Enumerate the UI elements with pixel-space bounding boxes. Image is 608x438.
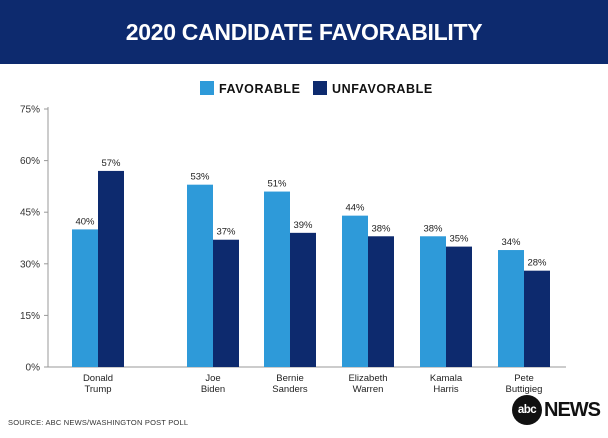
bar-unfavorable bbox=[524, 270, 550, 367]
data-label-unfavorable: 39% bbox=[293, 220, 313, 231]
data-label-favorable: 34% bbox=[501, 237, 521, 248]
chart-bars bbox=[72, 170, 550, 367]
source-note: SOURCE: ABC NEWS/WASHINGTON POST POLL bbox=[8, 418, 189, 427]
y-tick-label: 75% bbox=[20, 105, 40, 116]
data-label-favorable: 51% bbox=[267, 179, 287, 190]
x-category-label: Buttigieg bbox=[506, 384, 543, 395]
bar-unfavorable bbox=[446, 246, 472, 367]
legend-label-unfavorable: UNFAVORABLE bbox=[332, 82, 433, 96]
bar-unfavorable bbox=[368, 236, 394, 367]
y-tick-label: 45% bbox=[20, 208, 40, 219]
legend-label-favorable: FAVORABLE bbox=[219, 82, 301, 96]
bar-favorable bbox=[420, 236, 446, 367]
y-tick-label: 15% bbox=[20, 311, 40, 322]
bar-unfavorable bbox=[290, 232, 316, 367]
bar-unfavorable bbox=[213, 239, 239, 367]
bar-favorable bbox=[498, 250, 524, 367]
x-category-label: Donald bbox=[83, 373, 113, 384]
x-category-label: Biden bbox=[201, 384, 225, 395]
bar-favorable bbox=[264, 191, 290, 367]
bar-favorable bbox=[187, 184, 213, 367]
y-tick-label: 0% bbox=[26, 363, 41, 374]
y-tick-label: 30% bbox=[20, 259, 40, 270]
news-logo-text: NEWS bbox=[544, 398, 601, 421]
legend-swatch-unfavorable bbox=[313, 81, 327, 95]
x-category-label: Elizabeth bbox=[348, 373, 387, 384]
chart-legend: FAVORABLE UNFAVORABLE bbox=[200, 81, 433, 96]
data-label-unfavorable: 37% bbox=[216, 227, 236, 238]
data-label-unfavorable: 57% bbox=[101, 158, 121, 169]
x-category-label: Trump bbox=[84, 384, 111, 395]
bar-unfavorable bbox=[98, 170, 124, 367]
chart-axes: 0% 15% 30% 45% 60% 75% bbox=[20, 105, 566, 374]
data-label-favorable: 40% bbox=[75, 216, 95, 227]
data-label-unfavorable: 28% bbox=[527, 258, 547, 269]
chart-title: 2020 CANDIDATE FAVORABILITY bbox=[125, 18, 483, 45]
data-label-unfavorable: 35% bbox=[449, 234, 469, 245]
bar-favorable bbox=[342, 215, 368, 367]
x-category-label: Sanders bbox=[272, 384, 308, 395]
x-category-label: Bernie bbox=[276, 373, 303, 384]
x-category-label: Pete bbox=[514, 373, 534, 384]
legend-swatch-favorable bbox=[200, 81, 214, 95]
data-label-favorable: 53% bbox=[190, 172, 210, 183]
data-label-unfavorable: 38% bbox=[371, 223, 391, 234]
bar-chart: FAVORABLE UNFAVORABLE 0% 15% 30% 45% 60% 75% 4… bbox=[20, 81, 566, 395]
chart-header: 2020 CANDIDATE FAVORABILITY bbox=[0, 0, 608, 64]
x-category-label: Warren bbox=[353, 384, 384, 395]
y-tick-label: 60% bbox=[20, 156, 40, 167]
data-label-favorable: 38% bbox=[423, 223, 443, 234]
x-category-label: Joe bbox=[205, 373, 220, 384]
x-category-label: Kamala bbox=[430, 373, 463, 384]
abc-news-logo: abc NEWS bbox=[512, 395, 601, 425]
x-category-label: Harris bbox=[433, 384, 459, 395]
data-label-favorable: 44% bbox=[345, 203, 365, 214]
bar-favorable bbox=[72, 229, 98, 367]
abc-logo-circle: abc bbox=[512, 395, 542, 425]
